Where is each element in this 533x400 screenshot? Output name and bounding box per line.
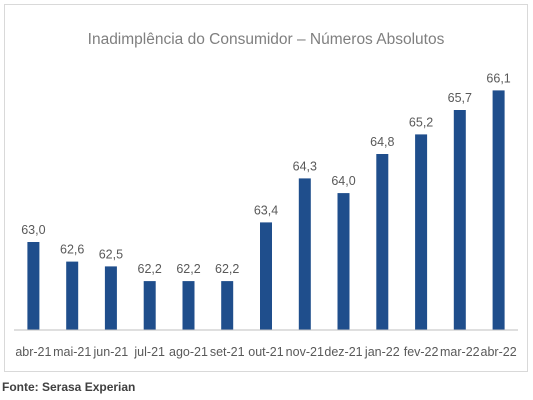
bar-abr-22 — [492, 90, 505, 331]
data-label-set-21: 62,2 — [215, 262, 239, 276]
x-tick-label-fev-22: fev-22 — [404, 345, 439, 359]
bar-nov-21 — [298, 178, 311, 330]
bar-set-21 — [221, 281, 234, 330]
chart-title: Inadimplência do Consumidor – Números Ab… — [88, 31, 445, 48]
data-label-fev-22: 65,2 — [409, 115, 433, 129]
bar-jul-21 — [143, 281, 156, 330]
data-label-nov-21: 64,3 — [293, 159, 317, 173]
bar-dez-21 — [337, 193, 350, 330]
source-note: Fonte: Serasa Experian — [2, 380, 136, 394]
x-tick-label-ago-21: ago-21 — [169, 345, 208, 359]
data-label-mar-22: 65,7 — [448, 91, 472, 105]
x-tick-label-mai-21: mai-21 — [53, 345, 91, 359]
data-label-out-21: 63,4 — [254, 203, 278, 217]
data-label-jul-21: 62,2 — [138, 262, 162, 276]
x-tick-label-set-21: set-21 — [210, 345, 245, 359]
data-label-mai-21: 62,6 — [60, 243, 84, 257]
data-label-ago-21: 62,2 — [176, 262, 200, 276]
x-tick-label-mar-22: mar-22 — [440, 345, 480, 359]
bar-out-21 — [260, 222, 272, 330]
x-tick-label-out-21: out-21 — [248, 345, 283, 359]
x-tick-label-abr-21: abr-21 — [15, 345, 51, 359]
bars-layer: 63,0 abr-21 62,6 mai-21 62,5 jun-21 62,2 jul-21… — [15, 71, 516, 359]
data-label-abr-22: 66,1 — [486, 71, 510, 85]
bar-ago-21 — [182, 281, 195, 330]
bar-jan-22 — [376, 154, 389, 330]
bar-mar-22 — [453, 110, 466, 330]
data-label-jan-22: 64,8 — [370, 135, 394, 149]
x-tick-label-jun-21: jun-21 — [93, 345, 129, 359]
x-tick-label-jul-21: jul-21 — [133, 345, 165, 359]
x-tick-label-abr-22: abr-22 — [481, 345, 517, 359]
bar-fev-22 — [415, 134, 428, 330]
x-tick-label-nov-21: nov-21 — [286, 345, 324, 359]
x-tick-label-jan-22: jan-22 — [364, 345, 400, 359]
x-tick-label-dez-21: dez-21 — [324, 345, 362, 359]
data-label-abr-21: 63,0 — [21, 223, 45, 237]
bar-mai-21 — [66, 261, 79, 330]
bar-jun-21 — [104, 266, 117, 330]
data-label-dez-21: 64,0 — [331, 174, 355, 188]
data-label-jun-21: 62,5 — [99, 247, 123, 261]
bar-abr-21 — [27, 242, 40, 330]
